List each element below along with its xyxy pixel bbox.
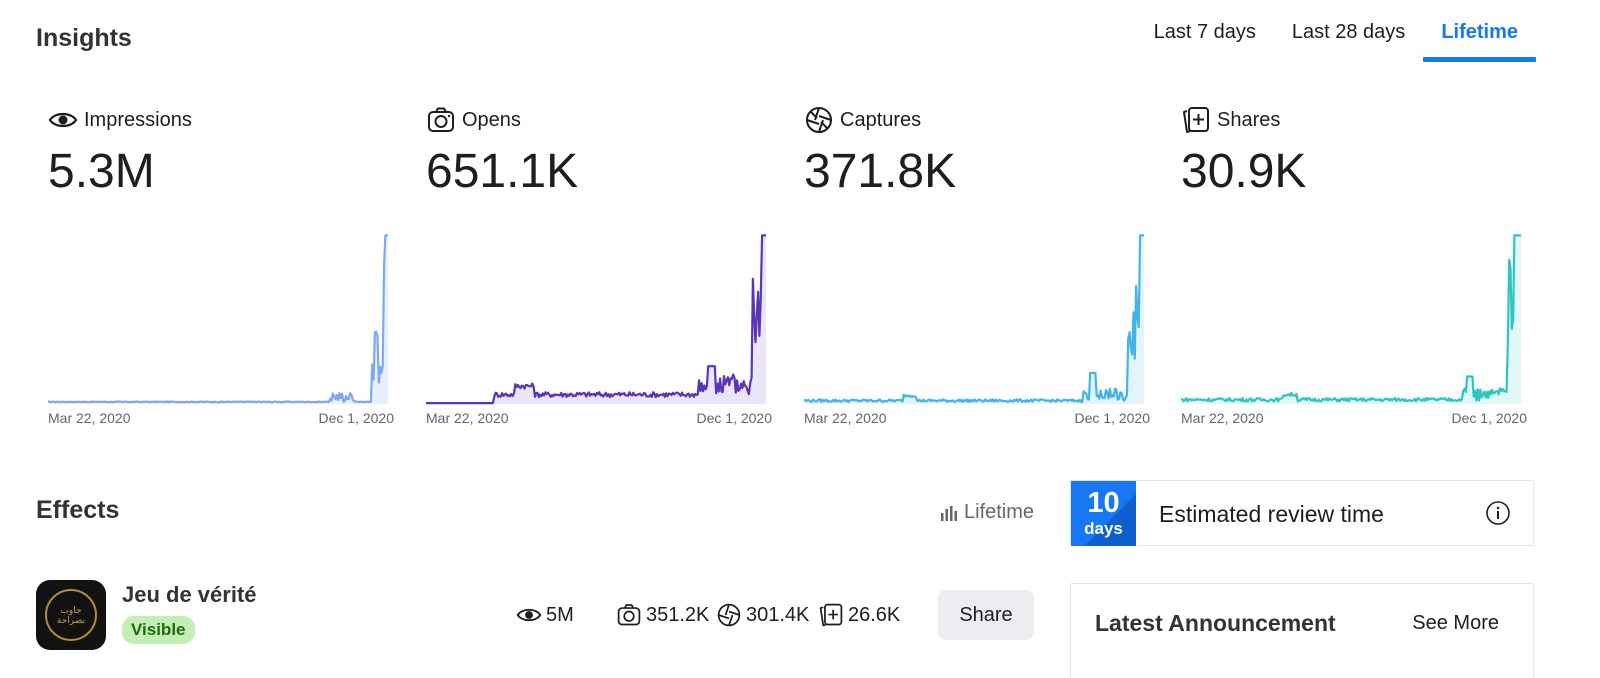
eye-icon [516, 608, 542, 622]
metric-value: 371.8K [804, 145, 957, 198]
page-title: Insights [36, 24, 132, 52]
date-range-tabs: Last 7 days Last 28 days Lifetime [1136, 0, 1536, 62]
effect-impressions-stat: 5M [516, 602, 574, 628]
metric-value: 30.9K [1181, 145, 1307, 198]
effect-opens-value: 351.2K [646, 603, 710, 626]
sparkline-line [48, 234, 388, 404]
review-days-unit: days [1084, 519, 1123, 538]
effect-thumbnail-text: جاوب بصراحة [56, 605, 86, 625]
sparkline-area [48, 235, 388, 404]
review-days-number: 10 [1087, 487, 1120, 519]
effect-captures-value: 301.4K [746, 603, 810, 626]
aperture-icon [717, 603, 741, 627]
bar-chart-icon [941, 505, 957, 521]
effect-thumbnail[interactable]: جاوب بصراحة [36, 580, 106, 650]
review-days-badge: 10 days [1071, 481, 1136, 546]
eye-icon [48, 112, 78, 128]
share-card-icon [1183, 107, 1209, 133]
metric-opens: Opens 651.1K Mar 22, 2020 Dec 1, 2020 [414, 106, 772, 436]
axis-end-date: Dec 1, 2020 [696, 410, 773, 426]
status-badge: Visible [122, 616, 195, 644]
camera-icon [428, 107, 454, 132]
sparkline-opens [426, 234, 766, 405]
sparkline-shares [1181, 234, 1521, 404]
axis-end-date: Dec 1, 2020 [1451, 410, 1528, 426]
sparkline-area [426, 235, 766, 404]
aperture-icon [806, 107, 832, 133]
tab-last-7-days[interactable]: Last 7 days [1153, 21, 1256, 43]
effects-period-label: Lifetime [964, 501, 1035, 523]
sparkline-line [804, 234, 1144, 403]
metric-shares: Shares 30.9K Mar 22, 2020 Dec 1, 2020 [1169, 106, 1527, 436]
sparkline-line [426, 234, 766, 405]
effect-shares-stat: 26.6K [818, 602, 900, 628]
sparkline-area [1181, 235, 1521, 404]
sparkline-impressions [48, 234, 388, 404]
axis-end-date: Dec 1, 2020 [318, 410, 395, 426]
sparkline-area [804, 235, 1144, 404]
axis-start-date: Mar 22, 2020 [1181, 410, 1264, 426]
effect-opens-stat: 351.2K [616, 602, 709, 628]
announcement-card: Latest Announcement See More [1070, 583, 1534, 678]
metric-value: 651.1K [426, 145, 579, 198]
effect-name[interactable]: Jeu de vérité [122, 582, 257, 607]
effects-title: Effects [36, 496, 120, 524]
sparkline-line [1181, 234, 1521, 403]
axis-start-date: Mar 22, 2020 [804, 410, 887, 426]
axis-start-date: Mar 22, 2020 [426, 410, 509, 426]
share-card-icon [819, 603, 843, 627]
effect-row: جاوب بصراحة Jeu de vérité Visible 5M 351… [36, 580, 1036, 650]
metric-label: Captures [840, 108, 922, 131]
metric-label: Impressions [84, 108, 192, 131]
axis-start-date: Mar 22, 2020 [48, 410, 131, 426]
sparkline-captures [804, 234, 1144, 404]
metric-value: 5.3M [48, 145, 155, 198]
effects-period-selector[interactable]: Lifetime [940, 501, 1034, 524]
metric-impressions: Impressions 5.3M Mar 22, 2020 Dec 1, 202… [36, 106, 394, 436]
effect-impressions-value: 5M [546, 603, 574, 626]
info-icon[interactable] [1485, 500, 1511, 526]
metric-captures: Captures 371.8K Mar 22, 2020 Dec 1, 2020 [792, 106, 1150, 436]
see-more-link[interactable]: See More [1412, 612, 1499, 634]
axis-end-date: Dec 1, 2020 [1074, 410, 1151, 426]
effect-captures-stat: 301.4K [716, 602, 809, 628]
share-button[interactable]: Share [938, 590, 1034, 640]
camera-icon [617, 604, 641, 626]
metric-label: Opens [462, 108, 521, 131]
review-time-card: 10 days Estimated review time [1070, 480, 1534, 546]
metric-label: Shares [1217, 108, 1281, 131]
effect-shares-value: 26.6K [848, 603, 901, 626]
tab-lifetime[interactable]: Lifetime [1423, 0, 1536, 62]
tab-last-28-days[interactable]: Last 28 days [1291, 21, 1406, 43]
review-time-label: Estimated review time [1159, 501, 1384, 527]
announcement-title: Latest Announcement [1095, 610, 1336, 636]
